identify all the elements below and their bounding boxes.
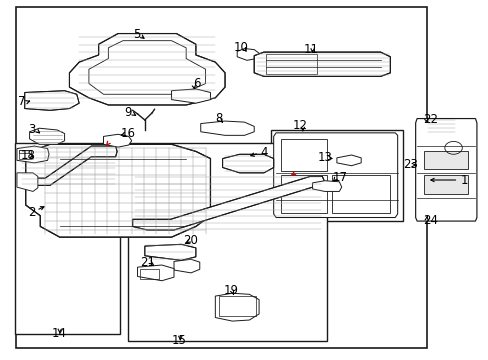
- Text: 11: 11: [304, 43, 319, 56]
- Polygon shape: [254, 52, 389, 76]
- Text: 1: 1: [460, 174, 468, 186]
- Polygon shape: [237, 49, 259, 60]
- Text: 24: 24: [422, 213, 437, 226]
- Bar: [331, 175, 389, 213]
- Bar: [266, 54, 317, 74]
- Bar: [271, 130, 402, 221]
- Polygon shape: [336, 155, 361, 166]
- Bar: [140, 269, 159, 279]
- Text: 15: 15: [171, 333, 186, 347]
- Bar: [16, 7, 426, 348]
- Polygon shape: [26, 144, 210, 237]
- Text: 13: 13: [317, 150, 331, 164]
- Text: 14: 14: [51, 327, 66, 340]
- Bar: [19, 150, 31, 153]
- Bar: [281, 139, 326, 171]
- Polygon shape: [69, 33, 224, 105]
- Polygon shape: [174, 259, 200, 273]
- Polygon shape: [137, 265, 174, 281]
- Bar: [15, 143, 119, 334]
- Text: 16: 16: [120, 127, 135, 140]
- Text: 4: 4: [260, 146, 267, 159]
- Polygon shape: [201, 121, 254, 135]
- Polygon shape: [17, 173, 38, 192]
- Bar: [281, 175, 326, 213]
- Polygon shape: [222, 154, 273, 173]
- Text: 6: 6: [193, 77, 200, 90]
- Text: 17: 17: [332, 171, 346, 184]
- Text: 22: 22: [422, 113, 437, 126]
- Text: 19: 19: [223, 284, 238, 297]
- Text: 2: 2: [28, 206, 35, 219]
- Polygon shape: [30, 128, 64, 144]
- Text: 8: 8: [215, 112, 223, 125]
- Text: 23: 23: [403, 158, 417, 171]
- Text: 9: 9: [124, 106, 131, 120]
- Text: 10: 10: [233, 41, 247, 54]
- Polygon shape: [132, 176, 324, 230]
- Polygon shape: [17, 146, 49, 163]
- Text: 18: 18: [20, 149, 36, 162]
- Polygon shape: [273, 133, 397, 217]
- Text: 12: 12: [292, 119, 307, 132]
- Text: 3: 3: [28, 123, 35, 136]
- Text: 5: 5: [133, 28, 140, 41]
- Polygon shape: [144, 244, 196, 260]
- Bar: [424, 175, 467, 194]
- Polygon shape: [103, 134, 131, 147]
- Polygon shape: [415, 118, 476, 221]
- Bar: [424, 152, 467, 169]
- Polygon shape: [25, 91, 79, 111]
- Bar: [219, 296, 255, 316]
- Text: 21: 21: [140, 256, 154, 269]
- Polygon shape: [20, 146, 117, 185]
- Polygon shape: [426, 118, 455, 133]
- Bar: [127, 143, 326, 342]
- Polygon shape: [312, 181, 341, 192]
- Text: 7: 7: [18, 95, 25, 108]
- Bar: [19, 150, 31, 159]
- Polygon shape: [171, 89, 210, 103]
- Text: 20: 20: [183, 234, 198, 247]
- Polygon shape: [215, 293, 259, 321]
- Polygon shape: [89, 41, 205, 94]
